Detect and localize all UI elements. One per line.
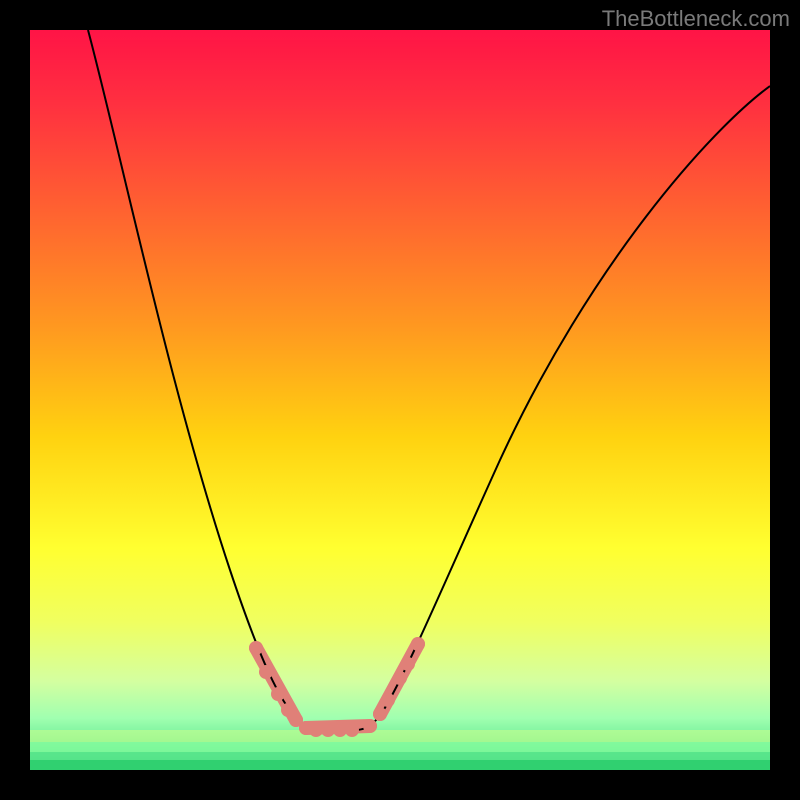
chart-plot-area [30, 30, 770, 770]
curve-marker-dot [373, 707, 387, 721]
chart-curve-layer [30, 30, 770, 770]
curve-marker-dot [393, 671, 407, 685]
curve-marker-dot [381, 693, 395, 707]
watermark-text: TheBottleneck.com [602, 6, 790, 32]
curve-marker-dot [345, 723, 359, 737]
curve-marker-dot [401, 657, 415, 671]
curve-marker-dot [271, 687, 285, 701]
curve-marker-dot [249, 641, 263, 655]
curve-marker-dot [259, 665, 273, 679]
curve-marker-dot [309, 723, 323, 737]
curve-marker-dot [321, 723, 335, 737]
curve-marker-dot [411, 637, 425, 651]
curve-marker-dot [333, 723, 347, 737]
curve-marker-dot [363, 719, 377, 733]
bottleneck-curve [88, 30, 770, 730]
